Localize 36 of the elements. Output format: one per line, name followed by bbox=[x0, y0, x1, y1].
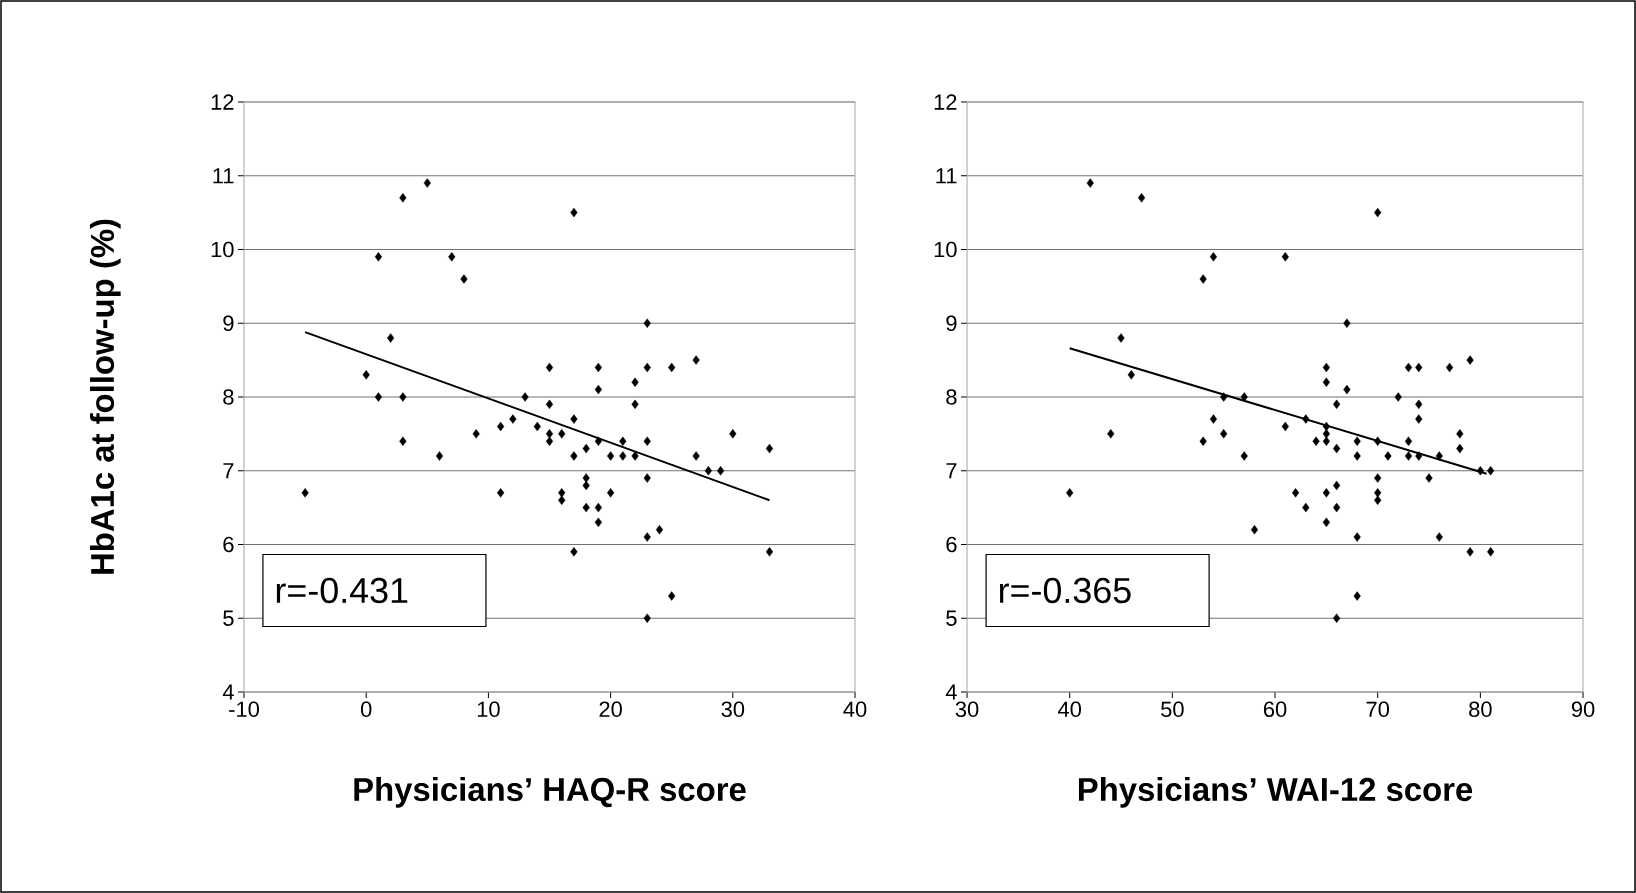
x-tick-label: 20 bbox=[599, 701, 622, 718]
y-tick-label: 7 bbox=[223, 463, 234, 479]
y-tick-label: 8 bbox=[223, 389, 234, 405]
x-tick-label: 60 bbox=[1263, 701, 1287, 718]
x-tick-label: 70 bbox=[1366, 701, 1390, 718]
y-tick-label: 6 bbox=[946, 536, 957, 553]
y-tick-label: 5 bbox=[946, 610, 957, 626]
y-tick-label: 4 bbox=[945, 684, 957, 700]
y-tick-label: 9 bbox=[946, 315, 957, 331]
annotation: r=-0.365 bbox=[999, 577, 1131, 604]
x-axis-title: Physicians’ WAI-12 score bbox=[1078, 776, 1473, 808]
x-tick-label: 40 bbox=[1058, 701, 1082, 718]
y-tick-label: 9 bbox=[223, 315, 234, 331]
y-tick-label: 8 bbox=[946, 389, 957, 405]
x-tick-label: 30 bbox=[721, 701, 745, 718]
x-tick-label: 50 bbox=[1161, 701, 1184, 718]
y-tick-label: 10 bbox=[211, 241, 234, 258]
x-tick-label: -10 bbox=[229, 701, 259, 718]
x-tick-label: 10 bbox=[477, 701, 500, 718]
y-tick-label: 11 bbox=[936, 168, 957, 184]
y-tick-label: 11 bbox=[213, 168, 234, 184]
x-tick-label: 80 bbox=[1469, 701, 1492, 718]
x-tick-label: 30 bbox=[955, 701, 979, 718]
annotation: r=-0.431 bbox=[276, 577, 408, 604]
y-tick-label: 12 bbox=[934, 94, 957, 110]
y-axis-title: HbA1c at follow-up (%) bbox=[89, 219, 121, 574]
y-tick-label: 10 bbox=[934, 241, 957, 258]
x-tick-label: 40 bbox=[843, 701, 867, 718]
x-axis-title: Physicians’ HAQ-R score bbox=[354, 776, 746, 808]
y-tick-label: 12 bbox=[211, 94, 234, 110]
y-tick-label: 5 bbox=[223, 610, 234, 626]
y-tick-label: 4 bbox=[222, 684, 234, 700]
x-tick-label: 0 bbox=[360, 701, 372, 718]
y-tick-label: 6 bbox=[223, 536, 234, 553]
y-tick-label: 7 bbox=[946, 463, 957, 479]
x-tick-label: 90 bbox=[1571, 701, 1595, 718]
